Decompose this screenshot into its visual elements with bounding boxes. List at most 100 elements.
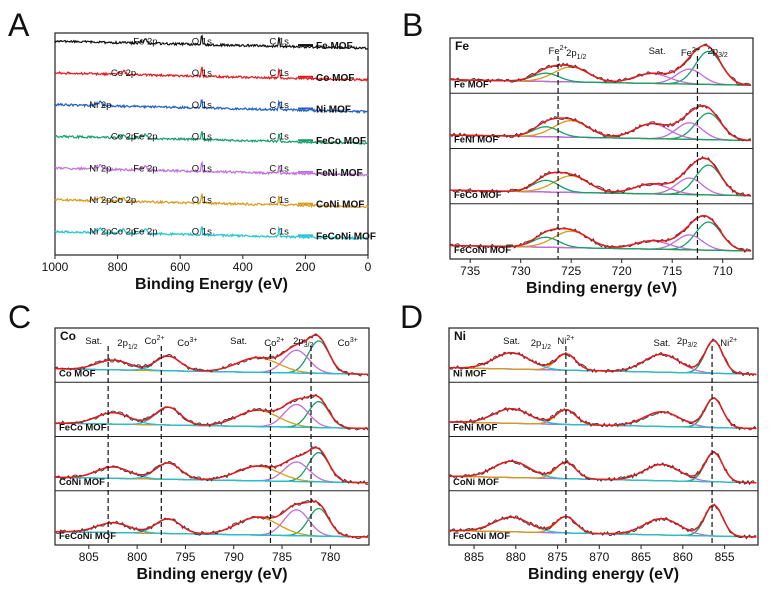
x-tick-label: 785 [272,550,292,564]
fit-envelope [450,105,752,142]
x-tick-label: 800 [108,260,128,274]
x-tick-label: 795 [175,550,195,564]
peak-label: Ni 2p [89,100,111,111]
x-tick-label: 600 [170,260,190,274]
sample-label: CoNi MOF [59,477,105,488]
survey-line [54,34,369,50]
panel-letter: C [8,299,31,335]
x-axis-title: Binding energy (eV) [136,566,287,583]
panel-c: C 805 800 795 790 785 780 Binding energy (eV) Co… [8,299,370,583]
x-tick-label: 790 [224,550,244,564]
peak-annotation: Fe2+ [549,45,568,57]
peak-annotation: 2p3/2 [677,336,697,349]
legend-label: FeNi MOF [316,168,363,179]
x-tick-label: 720 [612,264,632,278]
x-tick-label: 730 [511,264,531,278]
peak-annotation: Sat. [85,336,102,347]
fit-envelope [449,157,752,197]
x-tick-label: 725 [561,264,581,278]
peak-annotation: Co3+ [338,337,358,349]
panel-letter: B [402,7,423,43]
element-label: Ni [454,329,466,343]
x-tick-label: 870 [589,550,609,564]
x-tick-label: 1000 [42,260,69,274]
element-label: Fe [455,39,469,53]
panel-b: B 735 730 725 720 715 710 Binding energy (eV) Fe… [402,7,754,297]
peak-annotation: Co2+ [144,335,164,347]
survey-line [54,193,369,209]
sample-label: FeNi MOF [453,423,498,434]
sample-label: Fe MOF [454,79,489,90]
sample-label: CoNi MOF [453,477,499,488]
fit-envelope [449,504,757,538]
peak-label: O 1s [192,100,212,111]
peak-label: Fe 2p [133,36,157,47]
peak-label: Ni 2p [89,195,111,206]
peak-annotation: Sat. [503,336,520,347]
peak-label: Co 2p [111,227,136,238]
peak-annotation: Ni2+ [557,335,574,347]
sample-label: FeCo MOF [59,423,107,434]
x-tick-label: 200 [295,260,315,274]
peak-label: O 1s [192,68,212,79]
panel-a: A 1000 800 600 400 200 0 Binding Energy (eV) Fe … [8,7,376,293]
x-tick-label: 0 [365,260,372,274]
legend-label: FeCo MOF [316,136,366,147]
element-label: Co [60,329,76,343]
panel-letter: D [400,299,423,335]
peak-annotation: Sat. [654,338,671,349]
panel-d: D 885 880 875 870 865 860 855 Binding energy (eV… [400,299,759,583]
x-tick-label: 715 [662,264,682,278]
legend-label: CoNi MOF [316,200,364,211]
peak-label: O 1s [192,36,212,47]
x-axis-title: Binding energy (eV) [528,566,679,583]
peak-label: C 1s [269,100,289,111]
x-tick-label: 400 [233,260,253,274]
peak-annotation: 2p1/2 [566,48,586,61]
x-tick-label: 855 [715,550,735,564]
survey-line [54,99,369,115]
peak-annotation: Co2+ [264,337,284,349]
peak-annotation: 2p3/2 [293,336,313,349]
peak-annotation: Sat. [230,336,247,347]
legend-label: Co MOF [316,73,354,84]
x-tick-label: 885 [464,550,484,564]
peak-label: Fe 2p [133,163,157,174]
sample-label: Co MOF [59,368,96,379]
peak-annotation: Co3+ [177,337,197,349]
fit-envelope [449,451,757,484]
x-tick-label: 780 [320,550,340,564]
sample-label: FeCoNi MOF [453,531,510,542]
fit-envelope [55,394,369,430]
peak-label: C 1s [269,132,289,143]
peak-label: C 1s [269,163,289,174]
peak-label: O 1s [192,132,212,143]
legend-label: Fe MOF [316,41,353,52]
x-tick-label: 865 [631,550,651,564]
peak-annotation: 2p1/2 [531,338,551,351]
x-tick-label: 735 [460,264,480,278]
survey-line [54,225,369,241]
fit-envelope [449,339,757,375]
peak-label: Fe 2p [133,132,157,143]
fit-envelope [55,334,368,375]
survey-line [54,160,369,177]
panel-letter: A [8,7,30,43]
peak-annotation: Fe2+ [681,47,700,59]
sample-label: FeNi MOF [454,135,499,146]
peak-label: Ni 2p [89,227,111,238]
peak-label: O 1s [192,163,212,174]
x-axis-title: Binding energy (eV) [526,280,677,297]
peak-annotation: Ni2+ [720,337,737,349]
peak-label: Co 2p [111,195,136,206]
legend-label: FeCoNi MOF [316,231,376,242]
peak-annotation: 2p1/2 [117,338,137,351]
sample-label: FeCo MOF [454,190,502,201]
peak-label: C 1s [269,227,289,238]
raw-spectrum [448,338,757,377]
peak-label: Co 2p [111,132,136,143]
x-tick-label: 880 [506,550,526,564]
peak-annotation: Sat. [649,46,666,57]
peak-label: O 1s [192,227,212,238]
